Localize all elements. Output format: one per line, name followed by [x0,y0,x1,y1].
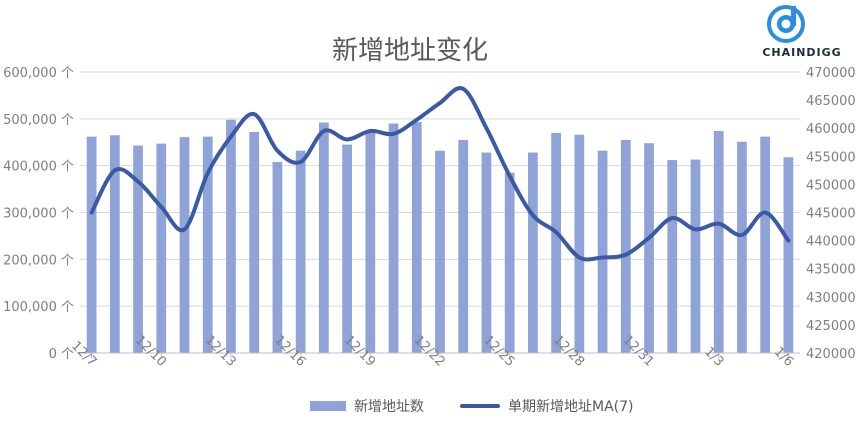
bar [411,122,422,353]
legend-line-label: 单期新增地址MA(7) [508,399,634,415]
bar [713,131,724,353]
bar [133,145,143,353]
legend-item-line: 单期新增地址MA(7) [460,396,634,416]
bar [226,119,236,354]
y-right-tick-label: 440000 [806,235,856,250]
bar [783,157,794,353]
bar [179,137,190,353]
y-left-tick-label: 500,000 个 [3,113,74,128]
bar [365,132,376,353]
legend-line-swatch [460,404,500,408]
y-right-tick-label: 450000 [806,178,856,193]
y-right-tick-label: 465000 [806,94,856,109]
bar-series [86,119,794,354]
chaindigg-logo: CHAINDIGG [740,2,864,64]
bar [620,139,631,353]
y-left-tick-label: 300,000 个 [3,207,74,222]
ma-line-series [89,86,791,262]
bar [156,143,167,353]
bar [597,150,608,353]
bar [388,123,399,354]
y-right-tick-label: 420000 [806,347,856,362]
bar [295,150,306,353]
bar [86,136,97,353]
legend-item-bars: 新增地址数 [310,396,424,416]
bar [481,152,492,353]
chaindigg-logo-icon [767,5,805,43]
y-right-tick-label: 470000 [806,66,856,81]
y-right-tick-label: 455000 [806,150,856,165]
bar [528,152,538,353]
y-right-tick-label: 435000 [806,263,856,278]
bar [202,136,213,353]
bar [760,136,771,353]
bar [644,143,654,353]
y-left-tick-label: 600,000 个 [3,66,74,81]
bar [272,161,283,353]
bar [690,159,701,353]
bar [342,144,352,353]
y-left-tick-label: 200,000 个 [3,253,74,268]
y-right-tick-label: 425000 [806,319,856,334]
y-right-tick-label: 445000 [806,207,856,222]
legend: 新增地址数 单期新增地址MA(7) [310,396,670,416]
ma7-line [89,86,791,262]
bar [551,132,562,353]
logo-wordmark: CHAINDIGG [762,46,842,59]
y-right-tick-label: 460000 [806,122,856,137]
y-left-tick-label: 0 个 [49,347,74,362]
chart-title: 新增地址变化 [331,36,488,66]
bar [504,172,515,353]
bar [435,150,445,353]
bar [109,135,120,353]
y-right-tick-label: 430000 [806,291,856,306]
y-left-tick-label: 100,000 个 [3,300,74,315]
bar [574,134,585,353]
bar [667,160,678,353]
legend-bar-swatch [310,401,346,411]
legend-bar-label: 新增地址数 [354,399,424,415]
bar [458,139,469,353]
bar [249,131,260,353]
bar [737,141,747,353]
bar [318,122,329,353]
y-left-tick-label: 400,000 个 [3,160,74,175]
